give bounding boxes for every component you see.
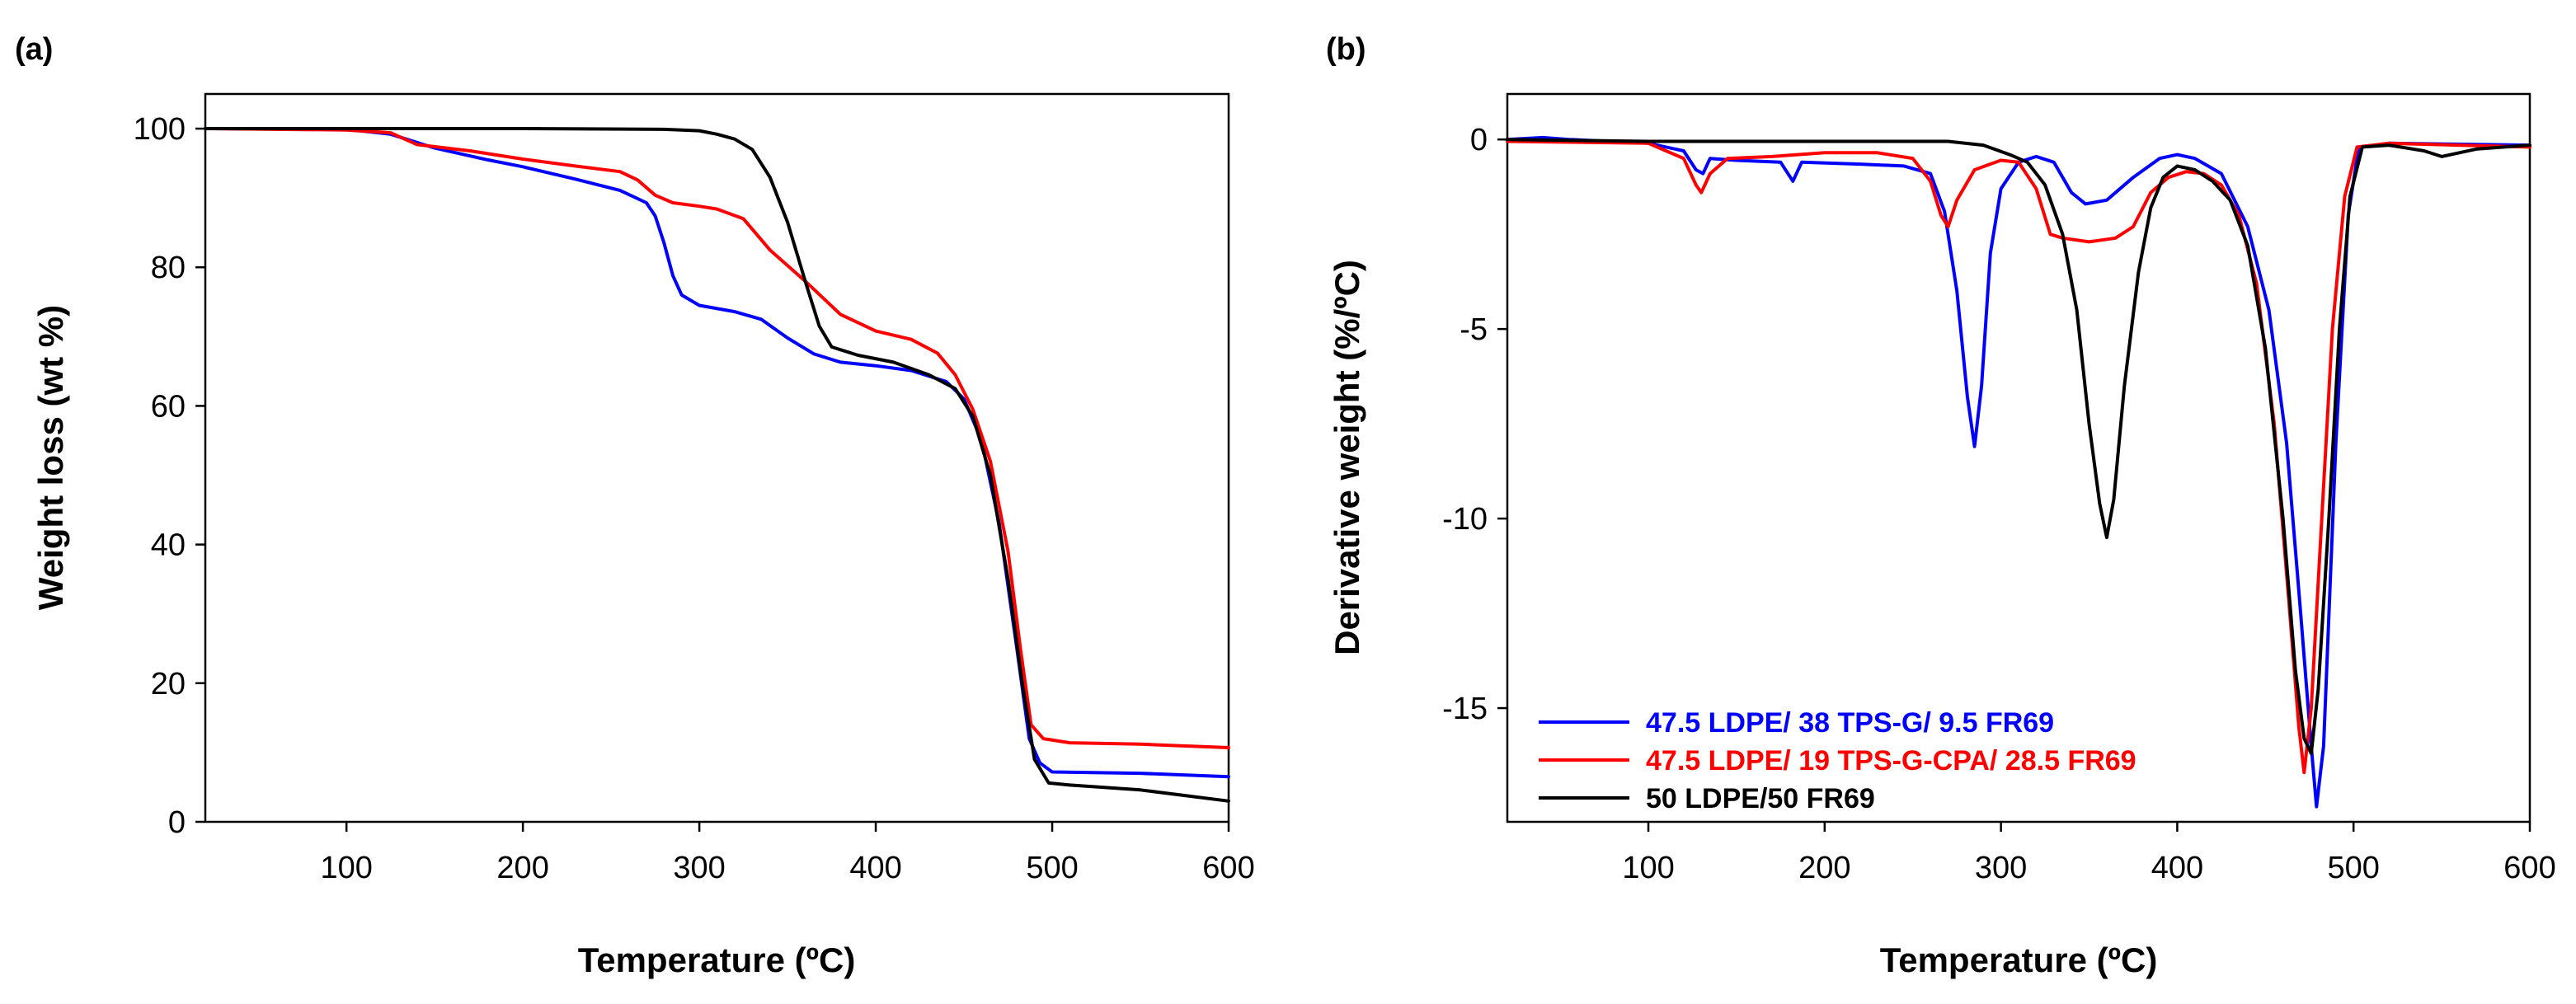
series-line-red xyxy=(1506,139,2531,775)
panel-a-series xyxy=(204,127,1230,803)
x-tick-label: 100 xyxy=(320,851,372,885)
x-tick-label: 400 xyxy=(2151,851,2203,885)
panel-b-label: (b) xyxy=(1326,32,1366,67)
panel-a-ticks: 100 200 300 400 500 600 0 20 40 60 80 100 xyxy=(134,112,1255,885)
y-tick-label: -10 xyxy=(1442,502,1488,537)
panel-a-y-axis-title: Weight loss (wt %) xyxy=(31,305,70,610)
x-tick-label: 300 xyxy=(1975,851,2027,885)
panel-a-plot-frame xyxy=(204,92,1230,823)
panel-b: (b) 100 200 300 400 500 600 0 -5 -10 -15 Temperat… xyxy=(1326,32,2556,979)
x-tick-label: 600 xyxy=(2503,851,2555,885)
series-line-red xyxy=(204,127,1230,749)
y-tick-label: 40 xyxy=(151,528,186,563)
y-tick-label: 0 xyxy=(1470,123,1488,157)
series-line-blue xyxy=(204,127,1230,779)
y-tick-label: 60 xyxy=(151,389,186,424)
series-line-black xyxy=(204,127,1230,803)
y-tick-label: 80 xyxy=(151,251,186,285)
x-tick-label: 300 xyxy=(673,851,725,885)
x-tick-label: 200 xyxy=(496,851,548,885)
y-tick-label: 100 xyxy=(134,112,186,147)
panel-a-label: (a) xyxy=(15,32,53,67)
panel-a: (a) 100 200 300 400 500 600 0 20 40 60 80 100 Tempe… xyxy=(15,32,1255,979)
series-line-black xyxy=(1506,138,2531,756)
x-tick-label: 400 xyxy=(849,851,901,885)
x-tick-label: 100 xyxy=(1622,851,1674,885)
legend-entry: 47.5 LDPE/ 38 TPS-G/ 9.5 FR69 xyxy=(1646,707,2054,739)
panel-b-y-axis-title: Derivative weight (%/ºC) xyxy=(1328,260,1366,655)
series-line-blue xyxy=(1506,135,2531,809)
x-tick-label: 500 xyxy=(1026,851,1078,885)
y-tick-label: 0 xyxy=(168,805,186,840)
x-tick-label: 200 xyxy=(1798,851,1850,885)
panel-b-legend: 47.5 LDPE/ 38 TPS-G/ 9.5 FR69 47.5 LDPE/ … xyxy=(1539,707,2136,814)
y-tick-label: -5 xyxy=(1460,312,1488,347)
panel-b-plot-frame xyxy=(1506,92,2531,823)
panel-b-series xyxy=(1506,135,2531,809)
legend-entry: 47.5 LDPE/ 19 TPS-G-CPA/ 28.5 FR69 xyxy=(1646,745,2136,776)
legend-entry: 50 LDPE/50 FR69 xyxy=(1646,783,1875,814)
panel-b-ticks: 100 200 300 400 500 600 0 -5 -10 -15 xyxy=(1442,123,2556,885)
y-tick-label: 20 xyxy=(151,667,186,701)
y-tick-label: -15 xyxy=(1442,692,1488,726)
x-tick-label: 600 xyxy=(1202,851,1254,885)
x-tick-label: 500 xyxy=(2328,851,2380,885)
panel-a-x-axis-title: Temperature (ºC) xyxy=(578,941,856,979)
panel-b-x-axis-title: Temperature (ºC) xyxy=(1880,941,2158,979)
